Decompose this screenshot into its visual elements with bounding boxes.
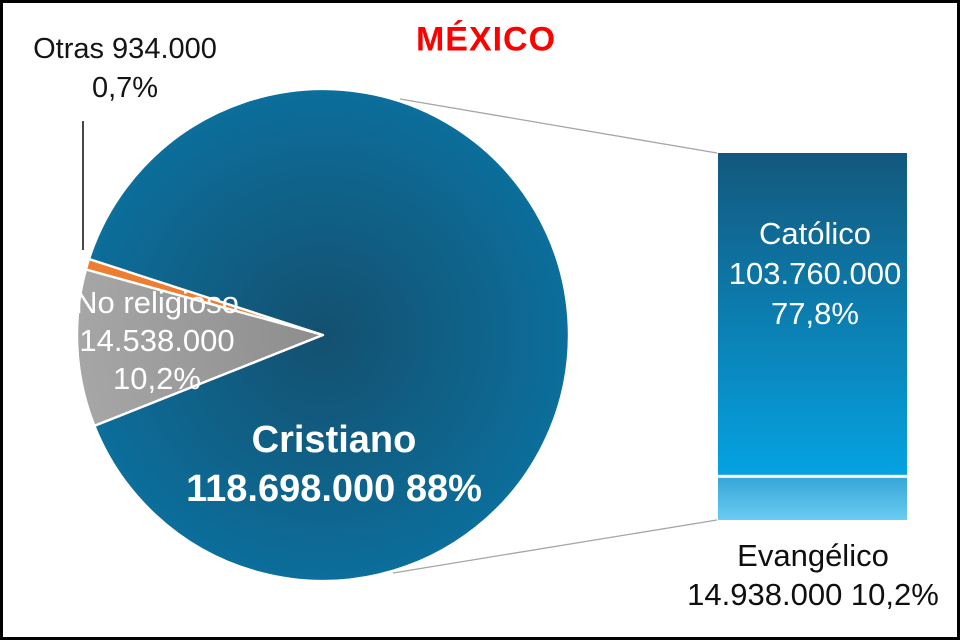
bar-of-pie-chart — [75, 87, 907, 583]
pie-slice-cristiano — [87, 87, 571, 583]
label-evangelico-value-percent: 14.938.000 10,2% — [687, 577, 939, 612]
label-catolico-name: Católico — [759, 216, 871, 251]
label-cristiano-value-percent: 118.698.000 88% — [186, 468, 482, 510]
label-evangelico: Evangélico 14.938.000 10,2% — [687, 536, 939, 614]
label-cristiano: Cristiano 118.698.000 88% — [186, 416, 482, 514]
label-evangelico-name: Evangélico — [737, 538, 889, 573]
connector-line-bottom — [392, 519, 718, 574]
chart-title: MÉXICO — [415, 20, 557, 59]
label-no-religioso: No religioso 14.538.000 10,2% — [75, 284, 239, 398]
label-no-religioso-value: 14.538.000 — [79, 323, 235, 358]
label-no-religioso-name: No religioso — [75, 285, 239, 320]
connector-line-top — [399, 98, 718, 154]
label-otras: Otras 934.000 0,7% — [33, 30, 217, 108]
label-cristiano-name: Cristiano — [251, 419, 417, 461]
label-no-religioso-percent: 10,2% — [113, 361, 201, 396]
bar-segment-evangélico — [718, 477, 907, 520]
label-otras-name-value: Otras 934.000 — [33, 33, 217, 65]
pie-slice-no-religioso — [75, 268, 325, 428]
bar-segment-católico — [718, 153, 907, 475]
label-catolico: Católico 103.760.000 77,8% — [729, 214, 901, 334]
label-catolico-value: 103.760.000 — [728, 256, 902, 291]
label-catolico-percent: 77,8% — [771, 296, 859, 331]
label-otras-percent: 0,7% — [91, 72, 159, 104]
